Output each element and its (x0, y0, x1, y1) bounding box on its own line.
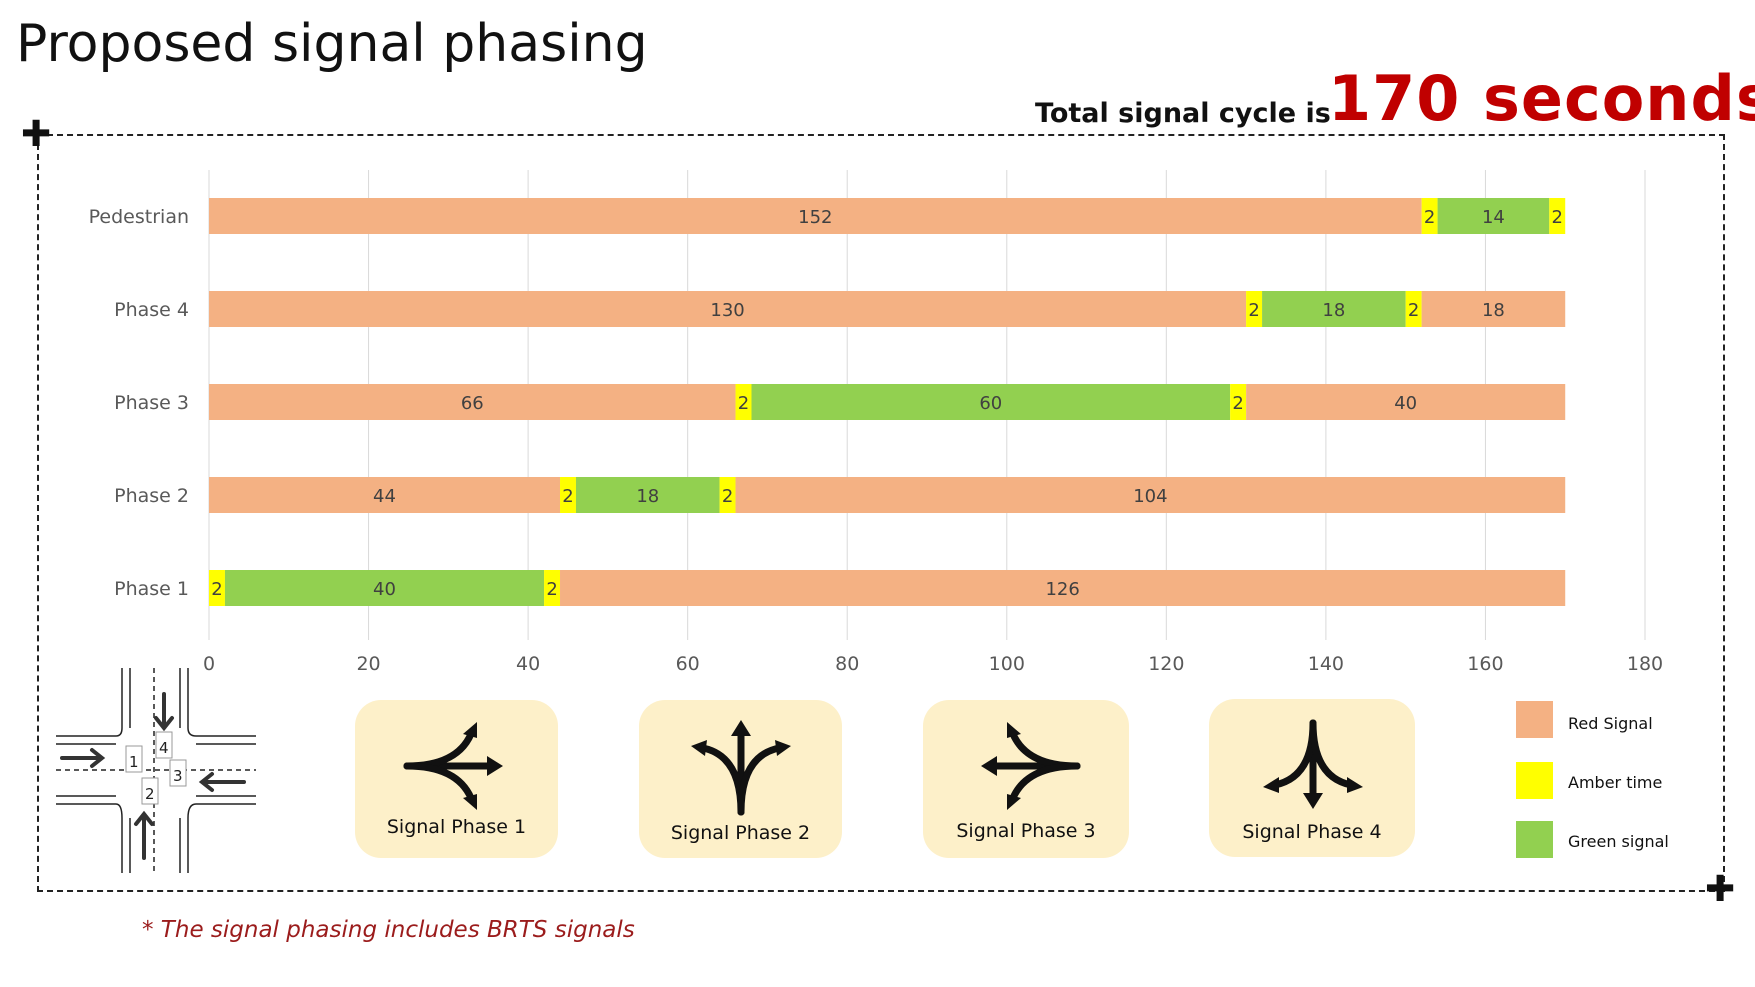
category-label: Phase 2 (114, 485, 189, 507)
category-label: Phase 3 (114, 392, 189, 414)
signal-chart: 0 20 40 60 80 100 120 140 160 180 Pedestrian 152 2 14… (89, 170, 1663, 675)
bar-segment-amber (1549, 198, 1566, 234)
approach-label-1: 1 (129, 753, 139, 771)
legend-label-green: Green signal (1568, 832, 1669, 851)
bar-segment-amber (560, 477, 576, 513)
bar-segment-green (1262, 291, 1406, 327)
data-label: 14 (1482, 207, 1505, 228)
bar-segment-red (209, 384, 736, 420)
legend-swatch-amber (1516, 762, 1553, 799)
bar-segment-amber (1421, 198, 1438, 234)
data-label: 2 (1552, 207, 1563, 228)
phase-card-1: Signal Phase 1 (355, 700, 558, 858)
legend-swatch-red (1516, 701, 1553, 738)
data-label: 2 (211, 579, 222, 600)
bar-segment-amber (1230, 384, 1247, 420)
data-label: 126 (1045, 579, 1079, 600)
data-label: 44 (373, 486, 396, 507)
data-label: 18 (636, 486, 659, 507)
bar-segment-red (1421, 291, 1566, 327)
data-label: 2 (722, 486, 733, 507)
phase-card-label: Signal Phase 2 (670, 822, 811, 844)
corner-plus-icon: ✚ (21, 114, 52, 155)
phase-card-4: Signal Phase 4 (1209, 699, 1415, 857)
data-label: 2 (1232, 393, 1243, 414)
cycle-value: 170 seconds (1328, 62, 1755, 135)
data-label: 130 (710, 300, 744, 321)
bar-segment-amber (544, 570, 561, 606)
data-label: 2 (562, 486, 573, 507)
x-tick-label: 0 (203, 653, 215, 675)
category-label: Pedestrian (89, 206, 189, 228)
dashed-frame (37, 134, 1725, 892)
phase-card-label: Signal Phase 1 (386, 816, 527, 838)
x-tick-label: 140 (1308, 653, 1344, 675)
data-label: 2 (1424, 207, 1435, 228)
data-label: 66 (461, 393, 484, 414)
bar-segment-green (575, 477, 720, 513)
bar-segment-green (1437, 198, 1550, 234)
category-label: Phase 1 (114, 578, 189, 600)
approach-label-2: 2 (145, 785, 155, 803)
footnote: * The signal phasing includes BRTS signa… (142, 917, 635, 943)
data-label: 40 (373, 579, 396, 600)
x-tick-label: 40 (516, 653, 540, 675)
legend-swatch-green (1516, 821, 1553, 858)
bar-segment-green (751, 384, 1231, 420)
legend-label-red: Red Signal (1568, 714, 1653, 733)
bar-segment-red (209, 198, 1422, 234)
phase-1-movement-icon (403, 722, 503, 810)
x-tick-label: 60 (676, 653, 700, 675)
bar-segment-red (209, 291, 1247, 327)
approach-label-3: 3 (173, 767, 183, 785)
data-label: 40 (1394, 393, 1417, 414)
bar-segment-amber (1405, 291, 1422, 327)
data-label: 2 (1408, 300, 1419, 321)
bar-segment-red (209, 477, 561, 513)
phase-card-3: Signal Phase 3 (923, 700, 1129, 858)
data-label: 104 (1133, 486, 1167, 507)
x-tick-label: 120 (1148, 653, 1184, 675)
data-label: 2 (546, 579, 557, 600)
page-title: Proposed signal phasing (16, 14, 648, 74)
phase-card-label: Signal Phase 4 (1242, 821, 1382, 843)
data-label: 2 (738, 393, 749, 414)
bar-segment-red (1246, 384, 1566, 420)
x-tick-label: 80 (835, 653, 859, 675)
x-tick-label: 160 (1467, 653, 1503, 675)
category-label: Phase 4 (114, 299, 189, 321)
bar-segment-green (224, 570, 545, 606)
bar-segment-amber (735, 384, 752, 420)
bar-segment-red (735, 477, 1566, 513)
cycle-prefix: Total signal cycle is (1035, 98, 1331, 129)
intersection-diagram: 1 2 3 4 (56, 668, 256, 873)
legend-label-amber: Amber time (1568, 773, 1663, 792)
data-label: 60 (979, 393, 1002, 414)
x-tick-label: 180 (1627, 653, 1663, 675)
data-label: 18 (1322, 300, 1345, 321)
phase-4-movement-icon (1263, 719, 1363, 809)
bar-segment-red (560, 570, 1566, 606)
data-label: 2 (1248, 300, 1259, 321)
phase-2-movement-icon (691, 720, 791, 816)
x-tick-label: 100 (989, 653, 1025, 675)
bar-segment-amber (719, 477, 736, 513)
approach-label-4: 4 (159, 739, 169, 757)
phase-3-movement-icon (981, 722, 1081, 810)
bar-segment-amber (1246, 291, 1263, 327)
bar-segment-amber (209, 570, 225, 606)
corner-plus-icon: ✚ (1705, 869, 1736, 910)
data-label: 18 (1482, 300, 1505, 321)
data-label: 152 (798, 207, 832, 228)
x-tick-label: 20 (356, 653, 380, 675)
phase-card-2: Signal Phase 2 (639, 700, 842, 858)
phase-card-label: Signal Phase 3 (956, 820, 1096, 842)
